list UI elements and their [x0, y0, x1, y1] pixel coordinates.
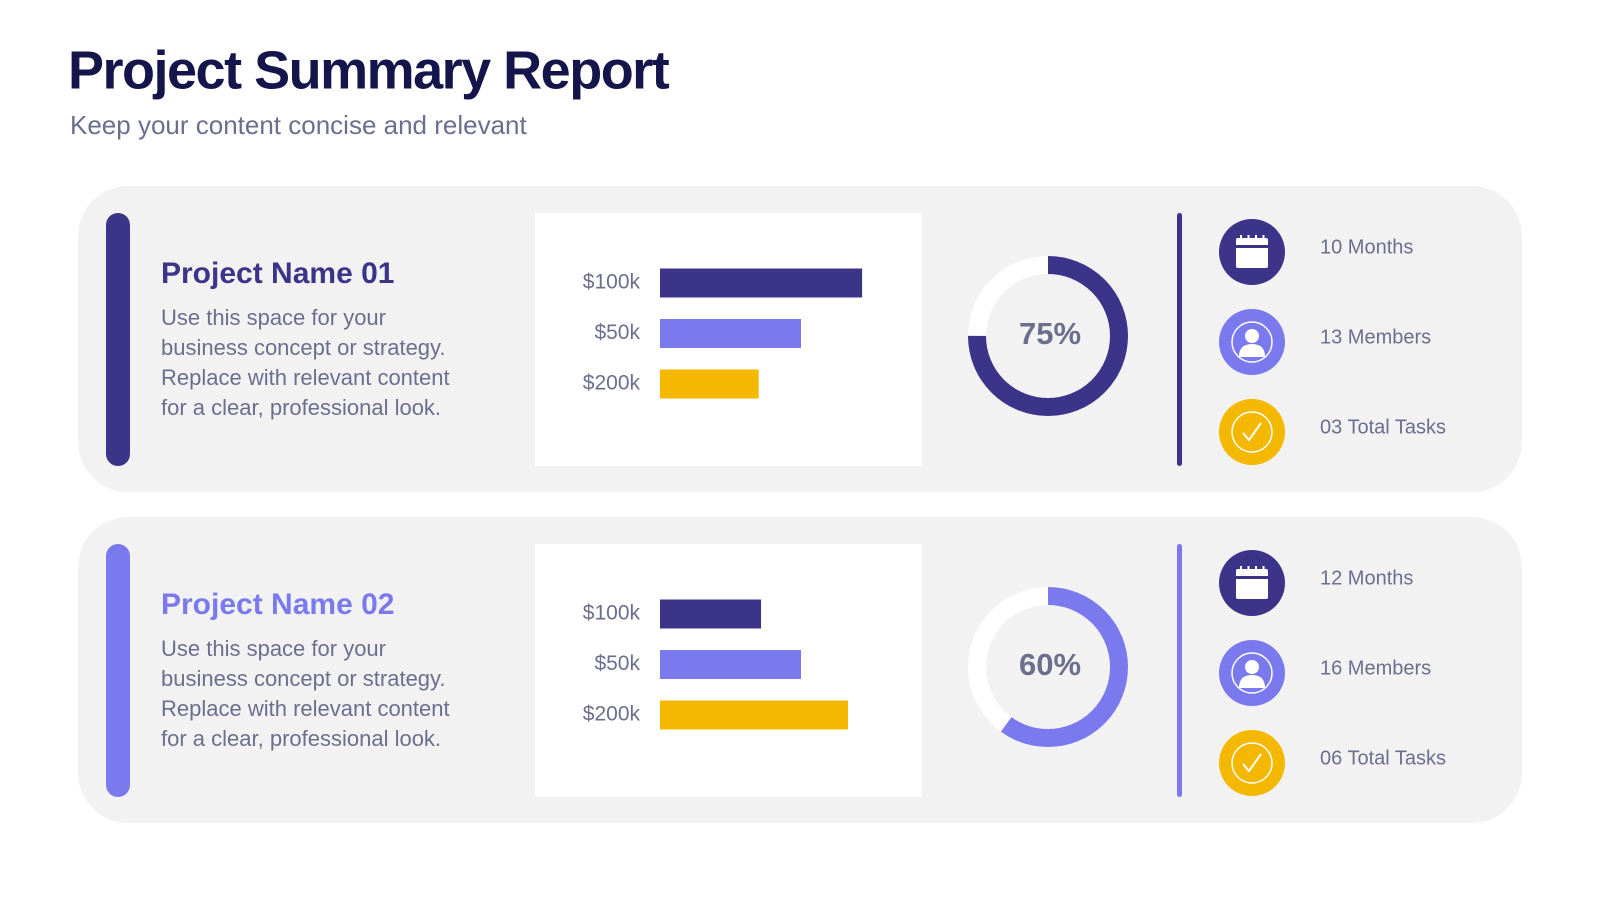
stat-label: 13 Members [1320, 326, 1431, 348]
calendar-icon [1236, 238, 1268, 268]
project-description: business concept or strategy. [161, 335, 446, 360]
project-description: business concept or strategy. [161, 666, 446, 691]
project-description: Replace with relevant content [161, 696, 450, 721]
accent-bar [106, 213, 130, 466]
bar [660, 268, 863, 298]
bar-label: $50k [594, 652, 640, 675]
user-head [1245, 660, 1259, 674]
bar [660, 650, 801, 679]
calendar-ring [1262, 235, 1265, 241]
donut-label: 75% [1019, 316, 1081, 351]
bar [660, 599, 762, 629]
stat-icon [1219, 730, 1285, 796]
calendar-ring [1255, 566, 1257, 572]
check-mark [1242, 422, 1262, 442]
calendar-ring [1247, 235, 1250, 241]
accent-bar [106, 544, 130, 797]
bar-label: $100k [583, 602, 641, 625]
user-head [1245, 329, 1259, 343]
stat-label: 12 Months [1320, 567, 1413, 589]
calendar-band [1236, 576, 1268, 579]
bar [660, 369, 759, 399]
calendar-ring [1255, 235, 1257, 241]
divider [1177, 213, 1182, 466]
calendar-ring [1247, 566, 1250, 572]
bar [660, 319, 801, 348]
check-ring [1231, 411, 1273, 453]
calendar-ring [1240, 235, 1242, 241]
project-description: Use this space for your [161, 305, 386, 330]
bar [660, 700, 848, 730]
bar-label: $50k [594, 321, 640, 344]
user-body [1239, 675, 1265, 688]
stat-icon [1219, 399, 1285, 465]
project-description: Use this space for your [161, 636, 386, 661]
project-description: for a clear, professional look. [161, 395, 441, 420]
project-name: Project Name 01 [161, 257, 394, 290]
user-body [1239, 344, 1265, 357]
project-name: Project Name 02 [161, 588, 394, 621]
bar-label: $200k [583, 372, 641, 395]
project-description: for a clear, professional look. [161, 726, 441, 751]
donut-label: 60% [1019, 647, 1081, 682]
stat-label: 10 Months [1320, 236, 1413, 258]
stat-label: 06 Total Tasks [1320, 747, 1446, 769]
user-ring [1231, 652, 1273, 694]
title: Project Summary Report [68, 40, 670, 100]
project-description: Replace with relevant content [161, 365, 450, 390]
stat-label: 16 Members [1320, 657, 1431, 679]
calendar-ring [1240, 566, 1242, 572]
check-ring [1231, 742, 1273, 784]
donut-arc [968, 587, 1128, 747]
check-mark [1242, 753, 1262, 773]
donut-arc [968, 256, 1128, 416]
stat-label: 03 Total Tasks [1320, 416, 1446, 438]
bar-label: $200k [583, 703, 641, 726]
divider [1177, 544, 1182, 797]
subtitle: Keep your content concise and relevant [70, 110, 528, 140]
calendar-ring [1262, 566, 1265, 572]
calendar-band [1236, 245, 1268, 248]
user-ring [1231, 321, 1273, 363]
calendar-icon [1236, 569, 1268, 599]
bar-label: $100k [583, 271, 641, 294]
